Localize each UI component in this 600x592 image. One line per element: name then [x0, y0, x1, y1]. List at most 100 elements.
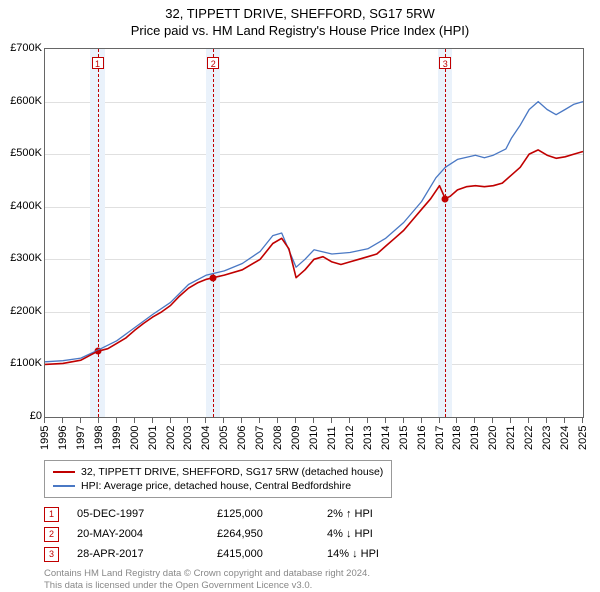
- x-tick-label: 2010: [308, 426, 320, 450]
- x-tick-label: 2013: [362, 426, 374, 450]
- txn-date: 28-APR-2017: [77, 548, 217, 560]
- x-tick-label: 2005: [218, 426, 230, 450]
- x-tick-label: 2019: [469, 426, 481, 450]
- x-tick-mark: [456, 418, 457, 423]
- footer-line: Contains HM Land Registry data © Crown c…: [44, 568, 584, 580]
- x-tick-label: 2014: [380, 426, 392, 450]
- x-tick-label: 2006: [236, 426, 248, 450]
- x-tick-label: 1998: [93, 426, 105, 450]
- series-line-property: [45, 150, 583, 365]
- x-tick-label: 2025: [577, 426, 589, 450]
- x-tick-label: 2002: [165, 426, 177, 450]
- txn-date: 05-DEC-1997: [77, 508, 217, 520]
- chart-subtitle: Price paid vs. HM Land Registry's House …: [0, 21, 600, 42]
- x-tick-mark: [421, 418, 422, 423]
- x-tick-mark: [116, 418, 117, 423]
- x-tick-mark: [546, 418, 547, 423]
- x-tick-label: 2016: [416, 426, 428, 450]
- x-tick-mark: [385, 418, 386, 423]
- x-tick-mark: [62, 418, 63, 423]
- x-tick-label: 2007: [254, 426, 266, 450]
- txn-row-box: 2: [44, 527, 59, 542]
- plot-area: 123: [44, 48, 584, 418]
- x-tick-label: 2001: [147, 426, 159, 450]
- x-tick-mark: [582, 418, 583, 423]
- y-tick-label: £500K: [0, 147, 42, 159]
- y-tick-label: £600K: [0, 95, 42, 107]
- x-tick-mark: [564, 418, 565, 423]
- txn-price: £264,950: [217, 528, 327, 540]
- x-tick-mark: [98, 418, 99, 423]
- y-tick-label: £200K: [0, 305, 42, 317]
- x-tick-label: 2021: [505, 426, 517, 450]
- txn-hpi: 4% ↓ HPI: [327, 528, 373, 540]
- x-tick-label: 2020: [487, 426, 499, 450]
- legend-swatch: [53, 471, 75, 473]
- x-tick-mark: [80, 418, 81, 423]
- below-chart: 32, TIPPETT DRIVE, SHEFFORD, SG17 5RW (d…: [44, 460, 584, 592]
- x-tick-label: 2011: [326, 426, 338, 450]
- x-tick-label: 2008: [272, 426, 284, 450]
- series-line-hpi: [45, 102, 583, 362]
- x-tick-mark: [295, 418, 296, 423]
- x-tick-mark: [492, 418, 493, 423]
- footer: Contains HM Land Registry data © Crown c…: [44, 568, 584, 592]
- x-tick-mark: [331, 418, 332, 423]
- txn-price: £415,000: [217, 548, 327, 560]
- x-tick-mark: [241, 418, 242, 423]
- y-tick-label: £100K: [0, 357, 42, 369]
- transaction-row: 328-APR-2017£415,00014% ↓ HPI: [44, 544, 584, 564]
- y-tick-label: £0: [0, 410, 42, 422]
- x-tick-label: 2003: [182, 426, 194, 450]
- txn-hpi: 2% ↑ HPI: [327, 508, 373, 520]
- x-tick-label: 1999: [111, 426, 123, 450]
- x-tick-mark: [223, 418, 224, 423]
- x-tick-label: 2024: [559, 426, 571, 450]
- legend-label: 32, TIPPETT DRIVE, SHEFFORD, SG17 5RW (d…: [81, 466, 383, 478]
- x-tick-mark: [474, 418, 475, 423]
- x-tick-mark: [439, 418, 440, 423]
- transaction-row: 2 20-MAY-2004£264,9504% ↓ HPI: [44, 524, 584, 544]
- x-tick-mark: [187, 418, 188, 423]
- x-tick-label: 2000: [129, 426, 141, 450]
- x-tick-label: 2009: [290, 426, 302, 450]
- chart-title: 32, TIPPETT DRIVE, SHEFFORD, SG17 5RW: [0, 0, 600, 21]
- legend: 32, TIPPETT DRIVE, SHEFFORD, SG17 5RW (d…: [44, 460, 392, 498]
- x-tick-label: 1997: [75, 426, 87, 450]
- y-tick-label: £300K: [0, 252, 42, 264]
- x-tick-mark: [152, 418, 153, 423]
- txn-row-box: 3: [44, 547, 59, 562]
- legend-swatch: [53, 485, 75, 487]
- x-tick-mark: [367, 418, 368, 423]
- x-tick-label: 2012: [344, 426, 356, 450]
- x-tick-mark: [528, 418, 529, 423]
- lines-svg: [45, 49, 583, 417]
- x-tick-mark: [510, 418, 511, 423]
- x-tick-label: 2022: [523, 426, 535, 450]
- x-tick-mark: [205, 418, 206, 423]
- x-tick-mark: [313, 418, 314, 423]
- x-tick-mark: [403, 418, 404, 423]
- x-tick-mark: [349, 418, 350, 423]
- legend-item: 32, TIPPETT DRIVE, SHEFFORD, SG17 5RW (d…: [53, 465, 383, 479]
- x-tick-label: 2017: [434, 426, 446, 450]
- x-tick-mark: [277, 418, 278, 423]
- txn-row-box: 1: [44, 507, 59, 522]
- legend-item: HPI: Average price, detached house, Cent…: [53, 479, 383, 493]
- transaction-row: 1 05-DEC-1997£125,0002% ↑ HPI: [44, 504, 584, 524]
- x-tick-label: 2004: [200, 426, 212, 450]
- x-tick-label: 2018: [451, 426, 463, 450]
- x-tick-mark: [259, 418, 260, 423]
- x-tick-label: 1996: [57, 426, 69, 450]
- x-tick-label: 2023: [541, 426, 553, 450]
- y-tick-label: £700K: [0, 42, 42, 54]
- x-tick-mark: [44, 418, 45, 423]
- legend-label: HPI: Average price, detached house, Cent…: [81, 480, 351, 492]
- txn-date: 20-MAY-2004: [77, 528, 217, 540]
- x-tick-label: 2015: [398, 426, 410, 450]
- x-tick-mark: [170, 418, 171, 423]
- y-tick-label: £400K: [0, 200, 42, 212]
- transaction-table: 1 05-DEC-1997£125,0002% ↑ HPI 2 20-MAY-2004…: [44, 504, 584, 564]
- txn-price: £125,000: [217, 508, 327, 520]
- x-tick-mark: [134, 418, 135, 423]
